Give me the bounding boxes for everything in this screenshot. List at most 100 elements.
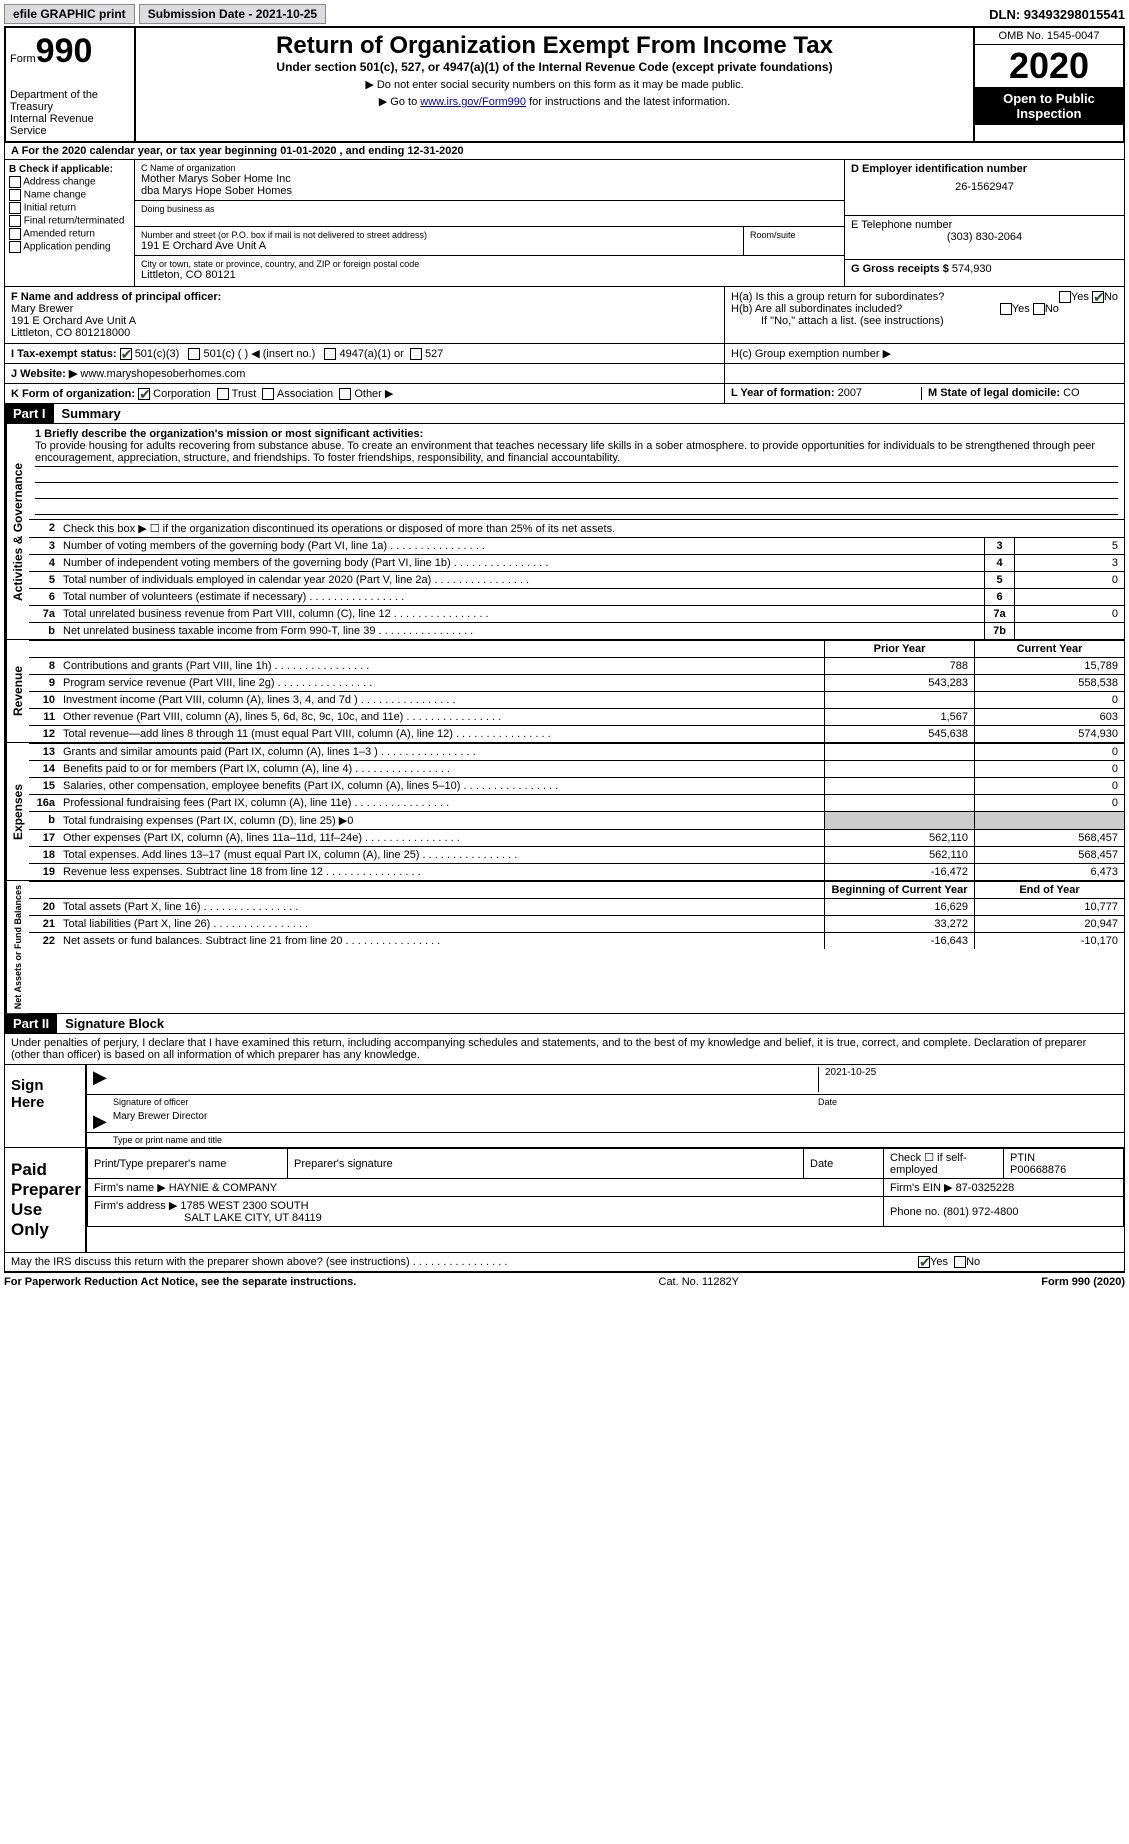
net-line-22: Net assets or fund balances. Subtract li…	[59, 933, 824, 949]
signer-name: Mary Brewer Director	[113, 1111, 207, 1130]
exp-prior-18: 562,110	[824, 847, 974, 863]
officer-addr1: 191 E Orchard Ave Unit A	[11, 315, 718, 327]
exp-line-15: Salaries, other compensation, employee b…	[59, 778, 824, 794]
gross-receipts-value: 574,930	[952, 263, 992, 275]
sig-officer-label: Signature of officer	[113, 1097, 818, 1107]
rev-prior-10	[824, 692, 974, 708]
gov-line-b: Net unrelated business taxable income fr…	[59, 623, 984, 639]
gov-line-7a: Total unrelated business revenue from Pa…	[59, 606, 984, 622]
sign-here-label: Sign Here	[5, 1065, 85, 1147]
rev-curr-10: 0	[974, 692, 1124, 708]
part2-title: Signature Block	[57, 1016, 164, 1031]
rev-curr-12: 574,930	[974, 726, 1124, 742]
trust-checkbox[interactable]	[217, 388, 229, 400]
tax-exempt-label: I Tax-exempt status:	[11, 348, 117, 360]
exp-line-17: Other expenses (Part IX, column (A), lin…	[59, 830, 824, 846]
firm-phone: (801) 972-4800	[943, 1206, 1018, 1218]
501c-checkbox[interactable]	[188, 348, 200, 360]
4947-checkbox[interactable]	[324, 348, 336, 360]
application-pending-checkbox[interactable]	[9, 241, 21, 253]
governance-sidelabel: Activities & Governance	[5, 424, 29, 639]
discuss-question: May the IRS discuss this return with the…	[11, 1256, 507, 1268]
rev-curr-9: 558,538	[974, 675, 1124, 691]
cat-number: Cat. No. 11282Y	[356, 1276, 1041, 1288]
ha-yes-checkbox[interactable]	[1059, 291, 1071, 303]
ssn-note: ▶ Do not enter social security numbers o…	[144, 78, 965, 91]
mission-label: 1 Briefly describe the organization's mi…	[35, 428, 423, 440]
rev-line-10: Investment income (Part VIII, column (A)…	[59, 692, 824, 708]
efile-button[interactable]: efile GRAPHIC print	[4, 4, 135, 24]
firm-addr2: SALT LAKE CITY, UT 84119	[94, 1212, 322, 1224]
form-header: Form990 Department of the Treasury Inter…	[4, 28, 1125, 143]
prior-year-hdr: Prior Year	[824, 641, 974, 657]
amended-return-checkbox[interactable]	[9, 228, 21, 240]
paperwork-notice: For Paperwork Reduction Act Notice, see …	[4, 1276, 356, 1288]
public-inspection: Open to Public Inspection	[975, 87, 1123, 125]
line2-desc: Check this box ▶ ☐ if the organization d…	[59, 520, 1124, 537]
corp-checkbox[interactable]	[138, 388, 150, 400]
gov-line-5: Total number of individuals employed in …	[59, 572, 984, 588]
submission-date-button[interactable]: Submission Date - 2021-10-25	[139, 4, 326, 24]
exp-curr-16a: 0	[974, 795, 1124, 811]
discuss-yes-checkbox[interactable]	[918, 1256, 930, 1268]
dept-label: Department of the Treasury Internal Reve…	[10, 89, 130, 137]
firm-addr1: 1785 WEST 2300 SOUTH	[180, 1200, 308, 1212]
revenue-sidelabel: Revenue	[5, 640, 29, 742]
net-prior-22: -16,643	[824, 933, 974, 949]
rev-curr-11: 603	[974, 709, 1124, 725]
hb-yes-checkbox[interactable]	[1000, 303, 1012, 315]
exp-curr-19: 6,473	[974, 864, 1124, 880]
net-prior-21: 33,272	[824, 916, 974, 932]
rev-prior-11: 1,567	[824, 709, 974, 725]
name-change-checkbox[interactable]	[9, 189, 21, 201]
527-checkbox[interactable]	[410, 348, 422, 360]
501c3-checkbox[interactable]	[120, 348, 132, 360]
exp-prior-19: -16,472	[824, 864, 974, 880]
state-domicile: CO	[1063, 387, 1080, 399]
gov-val-7a: 0	[1014, 606, 1124, 622]
mission-text: To provide housing for adults recovering…	[35, 440, 1118, 467]
phone-label: E Telephone number	[851, 219, 1118, 231]
officer-addr2: Littleton, CO 801218000	[11, 327, 718, 339]
exp-line-b: Total fundraising expenses (Part IX, col…	[59, 812, 824, 829]
name-title-label: Type or print name and title	[113, 1135, 222, 1145]
form990-link[interactable]: www.irs.gov/Form990	[420, 96, 526, 108]
ha-no-checkbox[interactable]	[1092, 291, 1104, 303]
rev-curr-8: 15,789	[974, 658, 1124, 674]
exp-line-16a: Professional fundraising fees (Part IX, …	[59, 795, 824, 811]
sig-date-label: Date	[818, 1097, 1118, 1107]
ein-value: 26-1562947	[851, 181, 1118, 193]
exp-curr-15: 0	[974, 778, 1124, 794]
form-number: 990	[36, 32, 93, 70]
rev-prior-8: 788	[824, 658, 974, 674]
penalties-text: Under penalties of perjury, I declare th…	[4, 1034, 1125, 1065]
firm-name: HAYNIE & COMPANY	[169, 1182, 277, 1194]
ha-label: H(a) Is this a group return for subordin…	[731, 291, 944, 303]
officer-label: F Name and address of principal officer:	[11, 291, 221, 303]
form-word: Form	[10, 53, 36, 65]
part1-title: Summary	[54, 406, 121, 421]
tax-year: 2020	[975, 45, 1123, 87]
discuss-no-checkbox[interactable]	[954, 1256, 966, 1268]
hb-note: If "No," attach a list. (see instruction…	[731, 315, 1118, 327]
street-value: 191 E Orchard Ave Unit A	[141, 240, 737, 252]
other-checkbox[interactable]	[339, 388, 351, 400]
form-footer: Form 990 (2020)	[1041, 1276, 1125, 1288]
initial-return-checkbox[interactable]	[9, 202, 21, 214]
exp-curr-17: 568,457	[974, 830, 1124, 846]
rev-line-9: Program service revenue (Part VIII, line…	[59, 675, 824, 691]
final-return-checkbox[interactable]	[9, 215, 21, 227]
street-label: Number and street (or P.O. box if mail i…	[141, 230, 737, 240]
gov-val-6	[1014, 589, 1124, 605]
row-a-taxyear: A For the 2020 calendar year, or tax yea…	[4, 143, 1125, 160]
end-year-hdr: End of Year	[974, 882, 1124, 898]
assoc-checkbox[interactable]	[262, 388, 274, 400]
omb-number: OMB No. 1545-0047	[975, 28, 1123, 45]
address-change-checkbox[interactable]	[9, 176, 21, 188]
website-value: www.maryshopesoberhomes.com	[80, 368, 245, 380]
exp-curr-14: 0	[974, 761, 1124, 777]
hb-no-checkbox[interactable]	[1033, 303, 1045, 315]
net-line-21: Total liabilities (Part X, line 26)	[59, 916, 824, 932]
org-name-2: dba Marys Hope Sober Homes	[141, 185, 838, 197]
exp-line-13: Grants and similar amounts paid (Part IX…	[59, 744, 824, 760]
